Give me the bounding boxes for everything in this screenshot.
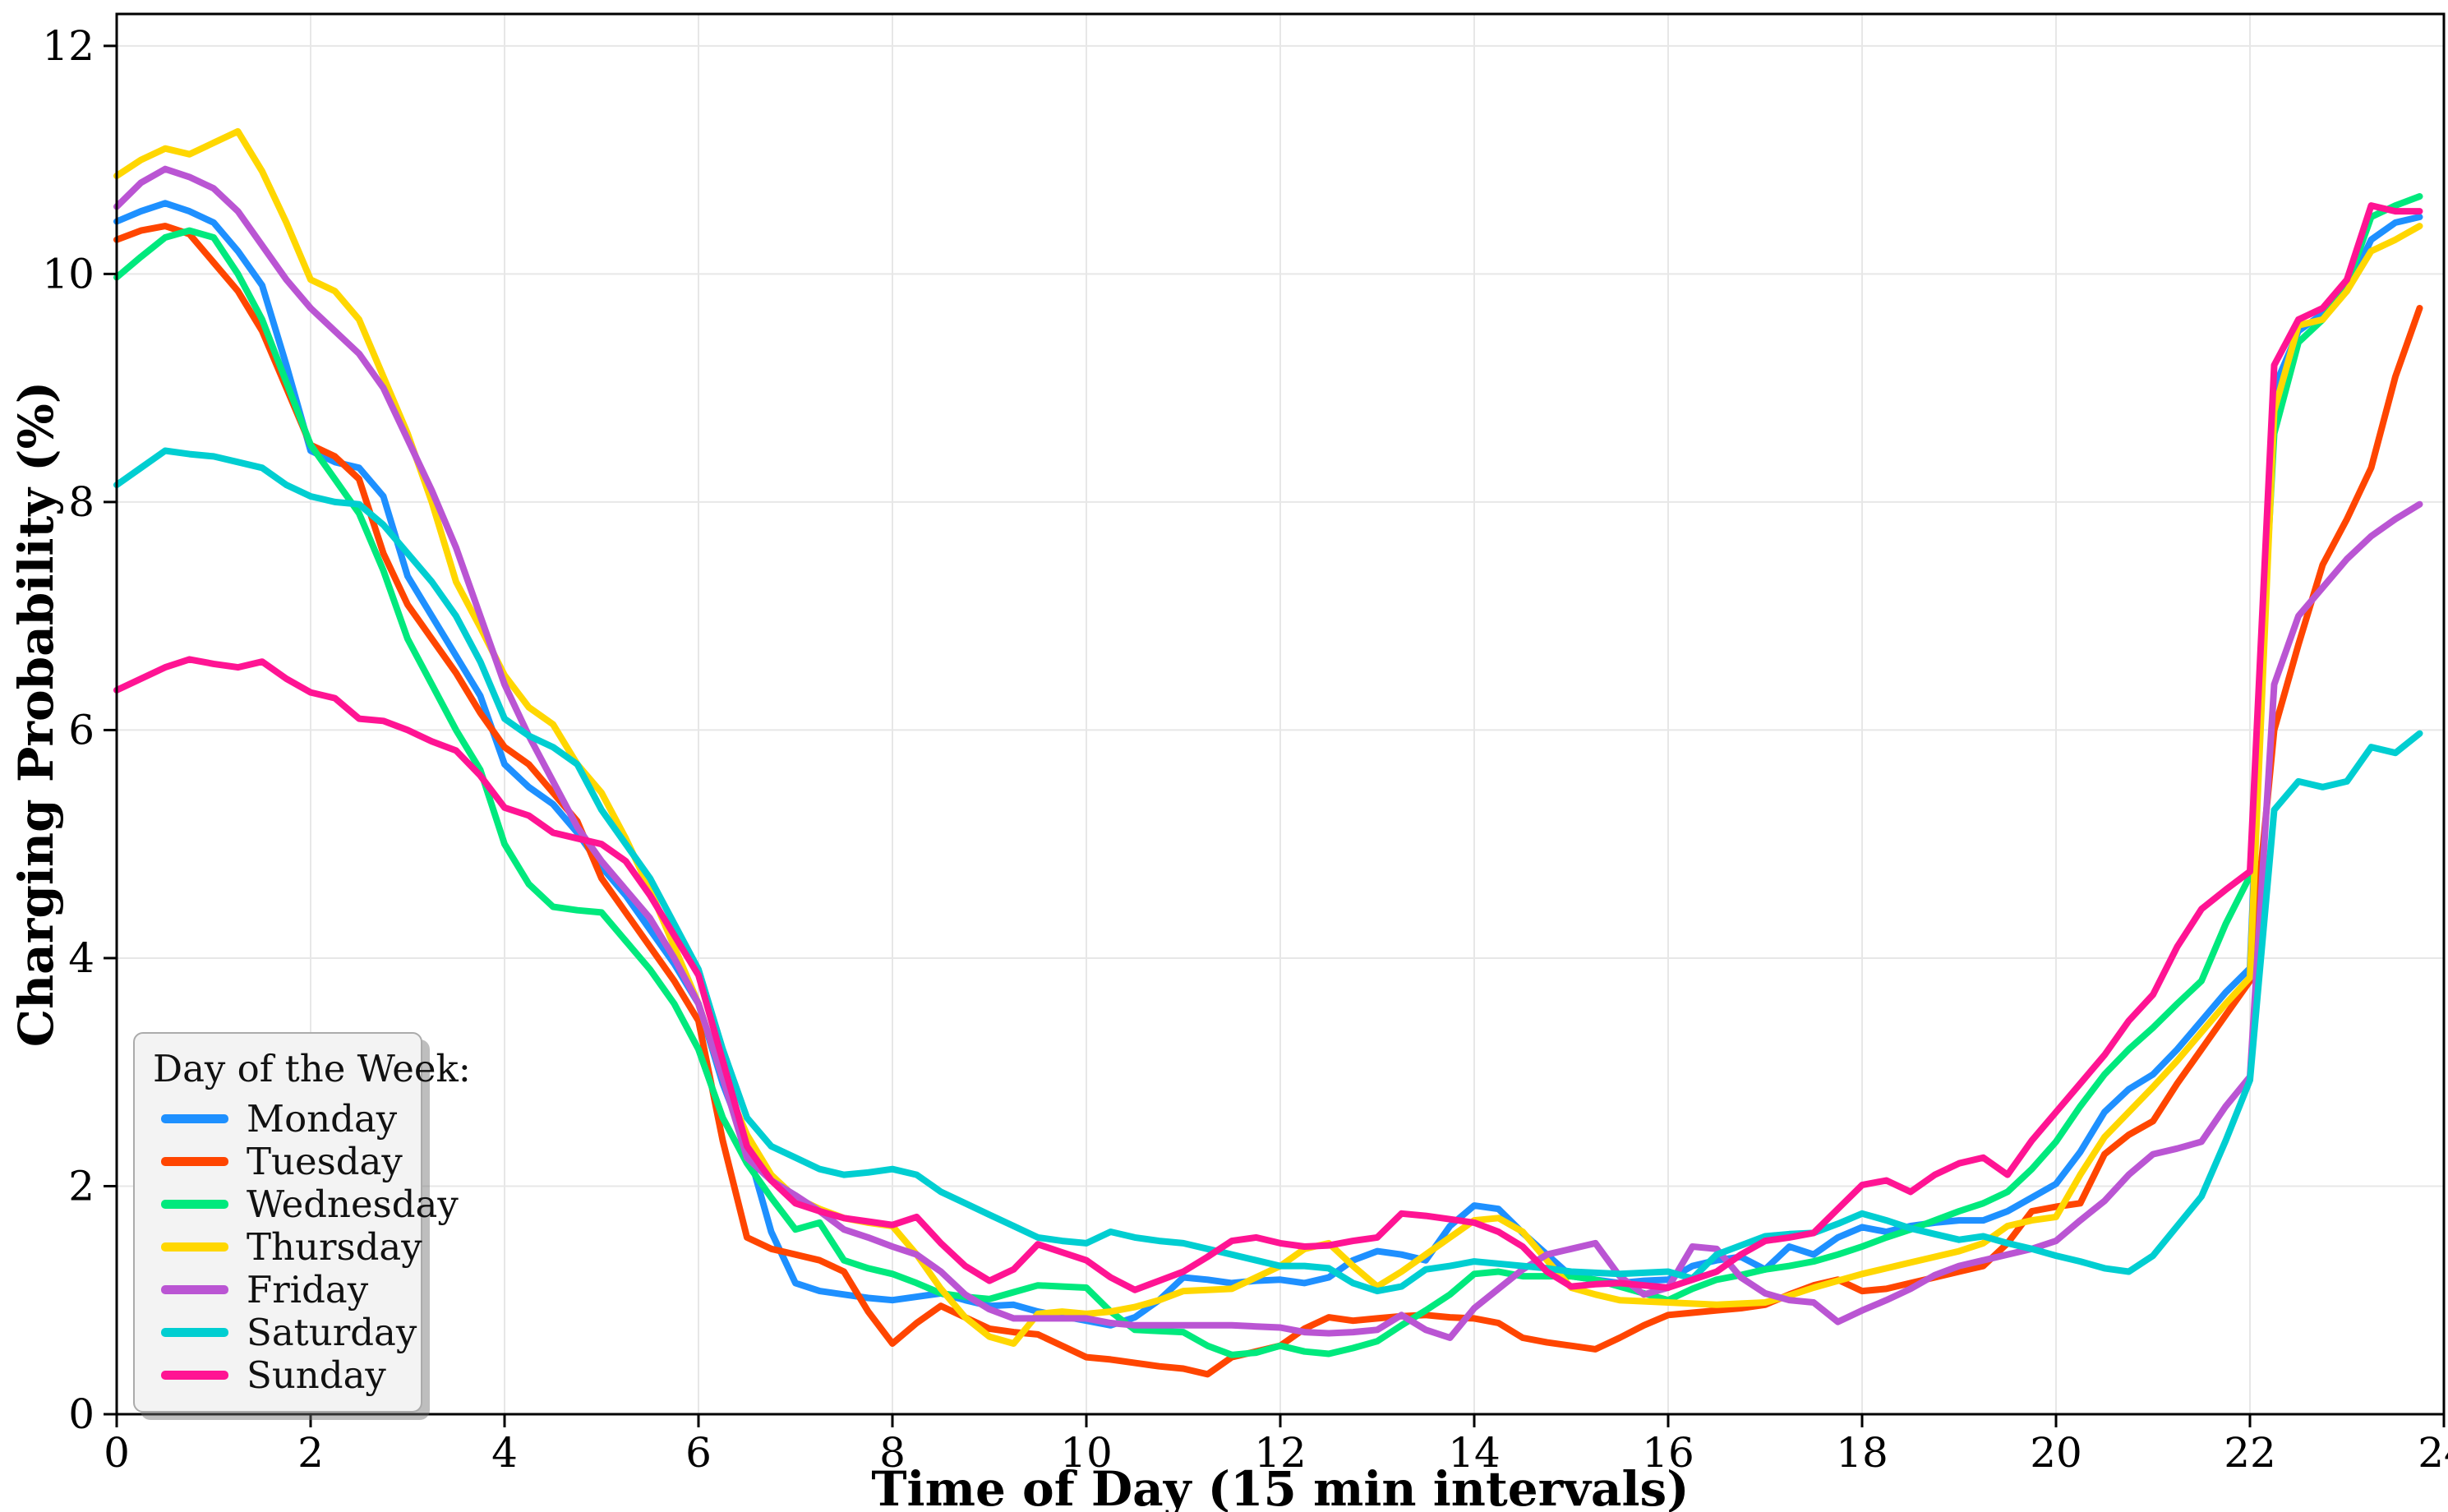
y-tick-label: 10 bbox=[42, 250, 95, 297]
legend-swatch-monday bbox=[161, 1113, 228, 1123]
legend-label: Thursday bbox=[247, 1224, 422, 1269]
legend-items: Monday Tuesday Wednesday Thursday Friday Satu… bbox=[151, 1096, 459, 1397]
legend-label: Friday bbox=[247, 1267, 369, 1311]
legend-item-saturday: Saturday bbox=[151, 1311, 417, 1354]
series-line-tuesday bbox=[113, 223, 2423, 1378]
x-tick-label: 16 bbox=[1642, 1429, 1694, 1477]
x-tick-label: 0 bbox=[104, 1429, 130, 1477]
legend-swatch-tuesday bbox=[161, 1156, 228, 1166]
legend-item-friday: Friday bbox=[151, 1268, 406, 1311]
x-tick-label: 2 bbox=[297, 1429, 324, 1477]
legend-swatch-saturday bbox=[161, 1327, 228, 1337]
legend-swatch-thursday bbox=[161, 1242, 228, 1252]
y-tick-label: 2 bbox=[68, 1162, 95, 1210]
legend-label: Sunday bbox=[247, 1353, 386, 1397]
x-tick-label: 24 bbox=[2418, 1429, 2448, 1477]
legend-item-monday: Monday bbox=[151, 1096, 406, 1141]
series-line-wednesday bbox=[113, 193, 2423, 1358]
y-tick-label: 4 bbox=[68, 934, 95, 982]
series-line-saturday bbox=[113, 447, 2423, 1295]
series-line-monday bbox=[113, 200, 2423, 1329]
legend-item-tuesday: Tuesday bbox=[151, 1139, 406, 1183]
legend-item-wednesday: Wednesday bbox=[151, 1182, 459, 1226]
x-tick-label: 22 bbox=[2224, 1429, 2276, 1477]
x-tick-label: 18 bbox=[1836, 1429, 1888, 1477]
x-tick-label: 20 bbox=[2030, 1429, 2082, 1477]
x-tick-label: 10 bbox=[1060, 1429, 1113, 1477]
legend-swatch-friday bbox=[161, 1284, 228, 1294]
x-tick-label: 14 bbox=[1448, 1429, 1501, 1477]
x-tick-label: 4 bbox=[491, 1429, 518, 1477]
legend-item-sunday: Sunday bbox=[151, 1353, 406, 1397]
x-tick-label: 8 bbox=[879, 1429, 906, 1477]
y-tick-label: 12 bbox=[42, 22, 95, 70]
legend-label: Monday bbox=[247, 1096, 398, 1141]
legend: Day of the Week: Monday Tuesday Wednesday T… bbox=[133, 1032, 471, 1413]
legend-title: Day of the Week: bbox=[153, 1047, 471, 1090]
legend-swatch-sunday bbox=[161, 1370, 228, 1380]
legend-label: Tuesday bbox=[247, 1139, 403, 1183]
x-tick-label: 12 bbox=[1254, 1429, 1307, 1477]
y-tick-label: 6 bbox=[68, 706, 95, 754]
y-tick-label: 8 bbox=[68, 478, 95, 526]
legend-label: Wednesday bbox=[247, 1182, 459, 1226]
series-line-sunday bbox=[113, 202, 2423, 1293]
y-axis-title: Charging Probability (%) bbox=[8, 380, 64, 1048]
x-axis-title: Time of Day (15 min intervals) bbox=[871, 1461, 1690, 1512]
x-tick-label: 6 bbox=[685, 1429, 712, 1477]
y-tick-label: 0 bbox=[68, 1390, 95, 1438]
legend-swatch-wednesday bbox=[161, 1199, 228, 1209]
legend-item-thursday: Thursday bbox=[151, 1225, 422, 1269]
legend-label: Saturday bbox=[247, 1310, 417, 1354]
